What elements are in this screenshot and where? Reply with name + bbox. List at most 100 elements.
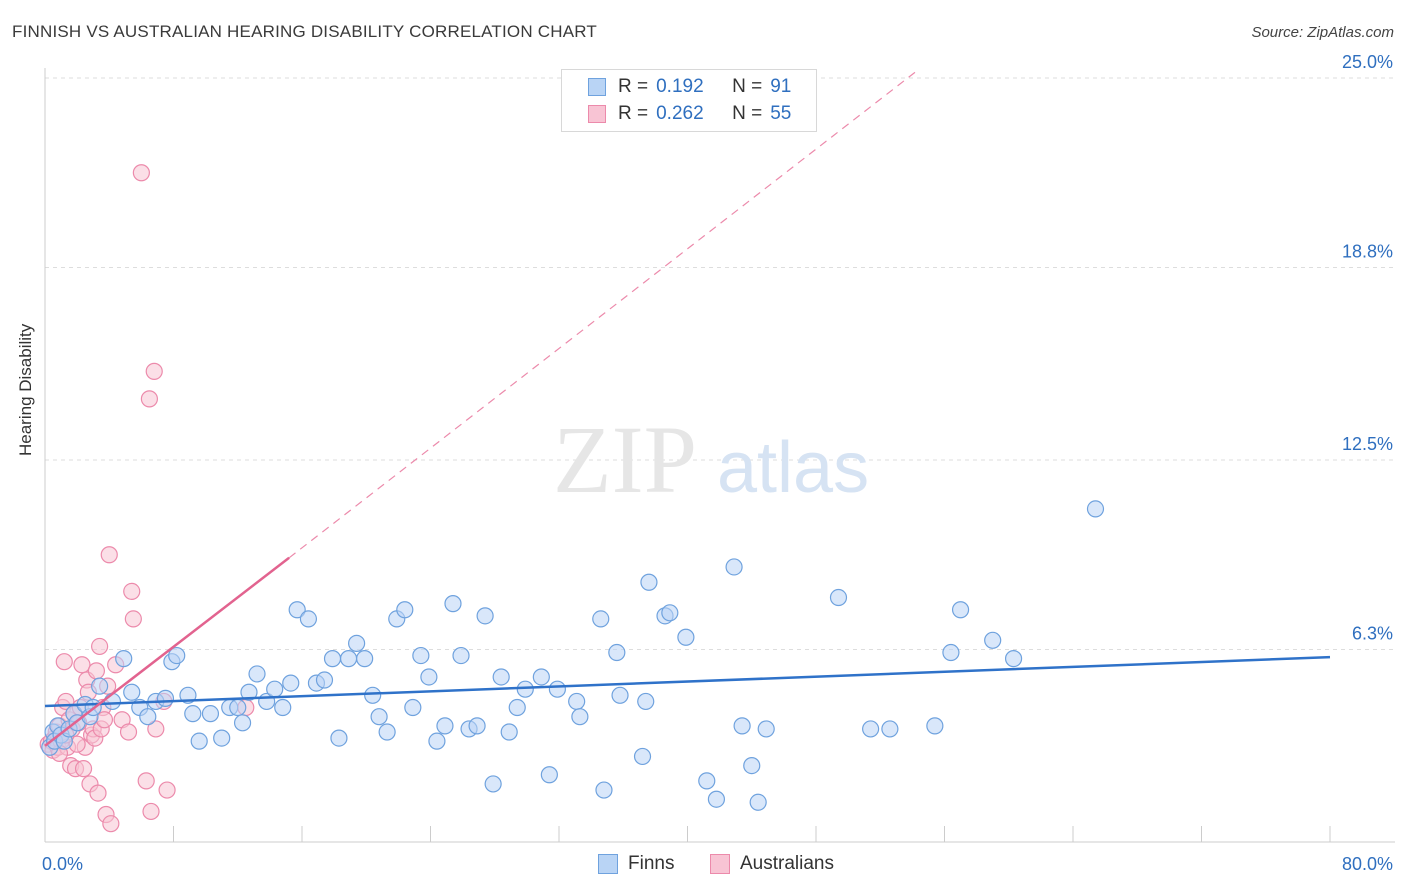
finns-n-value: 91 <box>770 76 792 97</box>
finns-point <box>677 628 695 646</box>
finns-point <box>707 790 726 808</box>
finns-point <box>829 588 848 607</box>
australians-point <box>140 390 159 408</box>
finns-point <box>476 607 494 625</box>
australians-point <box>89 784 107 802</box>
australians-point <box>87 662 106 680</box>
finns-points <box>41 500 1105 811</box>
australians-r-value: 0.262 <box>656 103 704 124</box>
australians-point <box>91 637 109 656</box>
finns-point <box>862 720 880 738</box>
finns-point <box>240 683 258 701</box>
australians-point <box>142 802 160 821</box>
finns-point <box>951 601 970 619</box>
finns-point <box>444 595 462 613</box>
finns-point <box>492 668 510 686</box>
finns-point <box>315 671 334 689</box>
finns-point <box>532 668 550 686</box>
finns-point <box>201 705 220 723</box>
finns-point <box>248 665 266 683</box>
australians-n-value: 55 <box>770 103 792 124</box>
finns-point <box>881 720 899 738</box>
watermark-atlas: atlas <box>717 428 869 508</box>
x-tick-label-min: 0.0% <box>42 854 83 874</box>
australians-swatch <box>588 105 606 123</box>
y-tick-label: 12.5% <box>1342 434 1393 454</box>
finns-point <box>595 781 613 799</box>
y-tick-labels: 6.3% 12.5% 18.8% 25.0% <box>1342 52 1393 643</box>
finns-point <box>608 643 626 662</box>
bottom-legend-finns[interactable]: Finns <box>598 851 674 877</box>
finns-point <box>633 747 652 766</box>
finns-point <box>266 680 284 698</box>
australians-point <box>73 656 91 674</box>
finns-point <box>568 692 586 711</box>
finns-point <box>91 677 109 695</box>
finns-point <box>698 772 716 790</box>
finns-point <box>757 720 775 738</box>
finns-point <box>115 650 133 668</box>
finns-r-label: R = <box>618 76 649 97</box>
australians-point <box>123 582 141 601</box>
australians-point <box>119 723 138 741</box>
finns-trend-line <box>44 655 1331 708</box>
watermark-zip: ZIP <box>553 406 697 513</box>
finns-point <box>571 708 589 726</box>
australians-point <box>137 772 155 790</box>
finns-point <box>190 732 208 750</box>
finns-point <box>1004 650 1023 668</box>
finns-point <box>926 717 944 735</box>
finns-point <box>749 793 767 811</box>
source-label: Source: ZipAtlas.com <box>1251 24 1394 41</box>
finns-swatch <box>588 78 606 96</box>
australians-point <box>145 362 163 380</box>
grid-lines <box>45 77 1395 650</box>
trend-lines <box>44 71 1331 747</box>
finns-point <box>548 680 566 698</box>
finns-point <box>725 558 743 576</box>
finns-point <box>229 698 247 717</box>
finns-point <box>299 610 318 628</box>
finns-point <box>404 698 422 717</box>
australians-point <box>147 720 165 738</box>
finns-point <box>500 723 518 741</box>
australians-point <box>132 164 150 182</box>
y-tick-label: 6.3% <box>1352 623 1393 643</box>
finns-point <box>168 646 186 665</box>
finns-point <box>156 689 175 707</box>
finns-point <box>640 573 658 591</box>
finns-r-value: 0.192 <box>656 76 704 97</box>
finns-point <box>396 601 414 619</box>
bottom-legend-australians[interactable]: Australians <box>710 851 834 877</box>
axes <box>44 68 1395 843</box>
australians-r-label: R = <box>618 103 649 124</box>
finns-point <box>484 775 502 793</box>
finns-point <box>370 708 388 726</box>
finns-point <box>452 646 470 665</box>
finns-point <box>184 705 202 723</box>
finns-n-label: N = <box>732 76 763 97</box>
finns-point <box>428 732 446 750</box>
australians-point <box>55 653 73 671</box>
finns-point <box>103 692 122 711</box>
australians-legend-swatch <box>710 854 730 874</box>
finns-point <box>233 714 252 732</box>
finns-point <box>139 708 157 726</box>
y-axis-label: Hearing Disability <box>16 323 35 456</box>
australians-legend-label: Australians <box>740 853 834 874</box>
australians-point <box>74 760 93 778</box>
finns-point <box>339 650 358 668</box>
finns-point <box>436 717 454 735</box>
finns-point <box>984 631 1002 649</box>
y-tick-label: 18.8% <box>1342 241 1393 261</box>
australians-point <box>158 781 176 799</box>
australians-trend-extension <box>288 71 916 559</box>
finns-point <box>288 601 306 619</box>
finns-point <box>468 717 486 735</box>
finns-point <box>282 674 300 692</box>
australians-point <box>102 815 120 833</box>
chart-title: FINNISH VS AUSTRALIAN HEARING DISABILITY… <box>12 22 597 41</box>
finns-point <box>348 634 366 652</box>
finns-point <box>592 610 610 628</box>
